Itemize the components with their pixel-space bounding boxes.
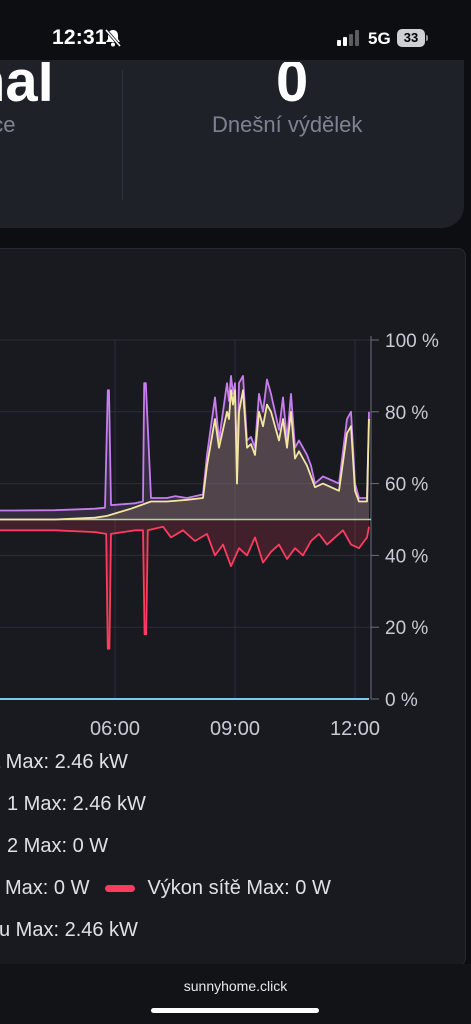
bell-muted-icon <box>104 29 122 47</box>
x-tick-label: 06:00 <box>90 718 140 740</box>
y-tick-label: 80 % <box>385 403 428 424</box>
url-text[interactable]: sunnyhome.click <box>183 978 288 994</box>
legend-label: a Max: 2.46 kW <box>0 751 128 773</box>
grid-power-swatch <box>105 885 136 893</box>
production-1-area <box>0 390 369 520</box>
status-time: 12:31 <box>52 26 107 49</box>
todays-earnings-value: 0 <box>276 62 309 102</box>
x-tick-label: 0 <box>0 718 1 740</box>
power-chart[interactable]: 0 % 20 % 40 % 60 % 80 % 100 % 0 06:00 09:00 12:0… <box>0 249 465 965</box>
battery-icon: 33 <box>397 29 429 47</box>
legend-label: 1 Max: 2.46 kW <box>7 793 146 815</box>
production-line <box>0 375 370 512</box>
stats-card: nal nce 0 Dnešní výdělek <box>0 60 464 228</box>
legend-item-production-1[interactable]: 1 Max: 2.46 kW <box>7 793 146 816</box>
legend-label: u Max: 2.46 kW <box>0 919 138 941</box>
y-tick-label: 60 % <box>385 475 428 496</box>
home-indicator[interactable] <box>151 1008 319 1013</box>
grid-power-area <box>0 519 369 649</box>
production-area <box>0 375 369 520</box>
legend-item-production[interactable]: a Max: 2.46 kW <box>0 751 128 774</box>
production-1-line <box>0 389 370 521</box>
grid-power-line <box>0 525 370 650</box>
x-tick-label: 09:00 <box>210 718 260 740</box>
browser-url-bar[interactable]: sunnyhome.click <box>0 964 471 1024</box>
x-tick-label: 12:00 <box>330 718 380 740</box>
todays-earnings-label: Dnešní výdělek <box>212 112 363 137</box>
y-tick-label: 100 % <box>385 331 439 352</box>
legend-label: 2 Max: 0 W <box>7 835 109 857</box>
signal-icon <box>337 30 359 46</box>
legend-label: Výkon sítě Max: 0 W <box>147 877 331 899</box>
chart-card: 0 % 20 % 40 % 60 % 80 % 100 % 0 06:00 09:00 12:0… <box>0 248 466 966</box>
y-tick-label: 0 % <box>385 690 418 711</box>
legend-item-consumption[interactable]: u Max: 2.46 kW <box>0 919 138 942</box>
stat-left-value: nal <box>0 62 54 102</box>
battery-level: 33 <box>397 29 425 47</box>
y-tick-label: 40 % <box>385 546 428 567</box>
legend-item-production-2[interactable]: 2 Max: 0 W <box>7 835 108 858</box>
stats-divider <box>122 70 123 200</box>
network-type: 5G <box>368 29 391 48</box>
legend-row-grid[interactable]: Max: 0 W Výkon sítě Max: 0 W <box>5 877 331 900</box>
legend-label: Max: 0 W <box>5 877 90 899</box>
stat-left-label: nce <box>0 112 16 137</box>
y-tick-label: 20 % <box>385 618 428 639</box>
